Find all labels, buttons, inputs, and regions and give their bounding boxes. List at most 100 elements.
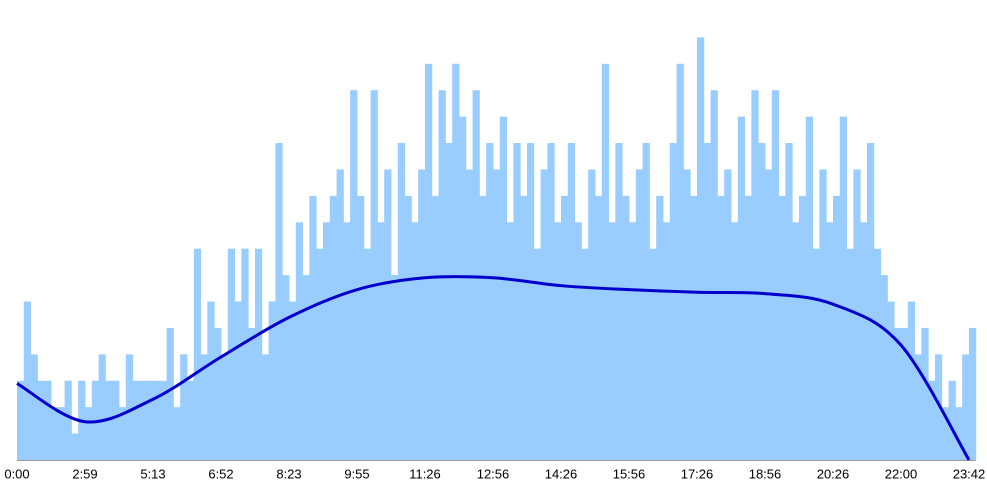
bar xyxy=(343,222,351,460)
x-tick-label: 17:26 xyxy=(681,466,714,481)
bar xyxy=(819,169,827,460)
bar xyxy=(329,195,337,460)
bar xyxy=(159,380,167,460)
bar xyxy=(30,354,38,460)
bar xyxy=(901,327,909,460)
x-tick-label: 22:00 xyxy=(885,466,918,481)
bar xyxy=(751,90,759,460)
bar xyxy=(404,195,412,460)
bar xyxy=(336,169,344,460)
bar xyxy=(812,248,820,460)
bar xyxy=(615,143,623,460)
bar xyxy=(969,327,977,460)
bar xyxy=(384,169,392,460)
bar xyxy=(180,354,188,460)
x-tick-label: 15:56 xyxy=(613,466,646,481)
bar xyxy=(846,248,854,460)
bar xyxy=(744,195,752,460)
bar xyxy=(778,195,786,460)
bar xyxy=(785,143,793,460)
bar xyxy=(867,143,875,460)
bar xyxy=(635,169,643,460)
bar xyxy=(880,275,888,460)
bar xyxy=(608,222,616,460)
bar xyxy=(370,90,378,460)
bar xyxy=(241,248,249,460)
bar xyxy=(499,116,507,460)
bar xyxy=(649,248,657,460)
bar xyxy=(445,143,453,460)
bar xyxy=(227,248,235,460)
bar xyxy=(724,169,732,460)
bar xyxy=(139,380,147,460)
bar xyxy=(357,195,365,460)
x-tick-label: 2:59 xyxy=(72,466,97,481)
bar xyxy=(833,195,841,460)
bar xyxy=(472,90,480,460)
bar xyxy=(962,354,970,460)
x-tick-label: 12:56 xyxy=(477,466,510,481)
bar xyxy=(187,380,195,460)
bar xyxy=(64,380,72,460)
bar xyxy=(465,169,473,460)
bar xyxy=(765,169,773,460)
bar xyxy=(554,222,562,460)
x-tick-label: 14:26 xyxy=(545,466,578,481)
bar xyxy=(275,143,283,460)
bar xyxy=(928,380,936,460)
bar xyxy=(166,327,174,460)
bar xyxy=(295,222,303,460)
bar xyxy=(533,248,541,460)
bar xyxy=(540,169,548,460)
bar xyxy=(799,195,807,460)
bar xyxy=(894,327,902,460)
bar xyxy=(574,222,582,460)
bar xyxy=(921,327,929,460)
bar xyxy=(758,143,766,460)
bar xyxy=(486,143,494,460)
bar xyxy=(17,380,25,460)
bar xyxy=(771,90,779,460)
bar xyxy=(581,248,589,460)
bar xyxy=(839,116,847,460)
bar xyxy=(57,407,65,460)
x-tick-label: 9:55 xyxy=(344,466,369,481)
bar xyxy=(438,90,446,460)
bar xyxy=(452,63,460,461)
x-tick-label: 18:56 xyxy=(749,466,782,481)
bar xyxy=(792,222,800,460)
bar xyxy=(710,90,718,460)
bar xyxy=(214,327,222,460)
bar xyxy=(731,222,739,460)
bar xyxy=(23,301,31,460)
bar xyxy=(622,195,630,460)
bar xyxy=(425,63,433,461)
bar xyxy=(146,380,154,460)
bar xyxy=(629,222,637,460)
bar xyxy=(717,195,725,460)
bar xyxy=(683,169,691,460)
bar xyxy=(737,116,745,460)
bar xyxy=(690,195,698,460)
bar xyxy=(595,195,603,460)
bar xyxy=(377,222,385,460)
bar xyxy=(527,143,535,460)
x-tick-label: 20:26 xyxy=(817,466,850,481)
bar xyxy=(520,195,528,460)
bar xyxy=(255,248,263,460)
bar xyxy=(391,275,399,460)
bar xyxy=(479,195,487,460)
bar xyxy=(153,380,161,460)
x-tick-label: 8:23 xyxy=(276,466,301,481)
bar xyxy=(302,275,310,460)
bar xyxy=(132,380,140,460)
bar xyxy=(663,222,671,460)
bar xyxy=(860,222,868,460)
bar xyxy=(200,354,208,460)
bar xyxy=(642,143,650,460)
bar xyxy=(826,222,834,460)
bar xyxy=(656,195,664,460)
bar xyxy=(697,37,705,460)
